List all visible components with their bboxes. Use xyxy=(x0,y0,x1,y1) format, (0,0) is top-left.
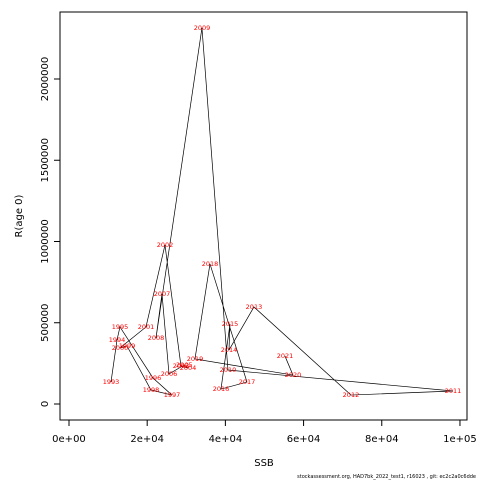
point-label: 1995 xyxy=(112,323,129,331)
point-label: 2019 xyxy=(187,355,204,363)
point-label: 1998 xyxy=(143,386,160,394)
plot-frame xyxy=(59,11,468,421)
point-label: 2005 xyxy=(176,361,193,369)
point-label: 1996 xyxy=(145,374,162,382)
y-axis-label: R(age 0) xyxy=(14,194,25,237)
x-tick-label: 1e+05 xyxy=(443,434,477,445)
y-tick-label: 1000000 xyxy=(40,219,51,264)
point-label: 2010 xyxy=(220,366,237,374)
y-tick-label: 2000000 xyxy=(40,57,51,102)
point-label: 2002 xyxy=(157,241,174,249)
footnote: stockassessment.org, HAD7bk_2022_test1, … xyxy=(297,474,476,480)
point-label: 2013 xyxy=(246,303,263,311)
x-tick-label: 0e+00 xyxy=(52,434,86,445)
point-label: 1993 xyxy=(103,378,120,386)
x-tick-label: 6e+04 xyxy=(287,434,321,445)
point-label: 2014 xyxy=(221,346,238,354)
x-tick-label: 2e+04 xyxy=(130,434,164,445)
point-label: 2018 xyxy=(202,260,219,268)
point-label: 2020 xyxy=(285,371,302,379)
point-label: 2004 xyxy=(180,364,197,372)
point-label: 2015 xyxy=(222,320,239,328)
y-tick-label: 1500000 xyxy=(40,138,51,183)
trajectory-line xyxy=(110,27,453,396)
point-label: 2017 xyxy=(239,378,256,386)
point-label: 2007 xyxy=(154,290,171,298)
x-tick-label: 4e+04 xyxy=(209,434,243,445)
y-tick-label: 500000 xyxy=(40,304,51,342)
point-label: 1999 xyxy=(119,342,136,350)
x-tick-label: 8e+04 xyxy=(365,434,399,445)
point-label: 2011 xyxy=(445,387,462,395)
point-label: 2016 xyxy=(213,385,230,393)
point-label: 2008 xyxy=(148,334,165,342)
y-tick-label: 0 xyxy=(40,401,51,407)
point-label: 1994 xyxy=(109,336,126,344)
point-label: 1997 xyxy=(164,391,181,399)
point-label: 2012 xyxy=(343,391,360,399)
point-label: 2003 xyxy=(173,362,190,370)
point-label: 2009 xyxy=(194,24,211,32)
point-label: 2021 xyxy=(277,352,294,360)
point-label: 2000 xyxy=(112,344,129,352)
x-axis-label: SSB xyxy=(254,458,274,469)
point-label: 2001 xyxy=(138,323,155,331)
point-label: 2006 xyxy=(161,370,178,378)
